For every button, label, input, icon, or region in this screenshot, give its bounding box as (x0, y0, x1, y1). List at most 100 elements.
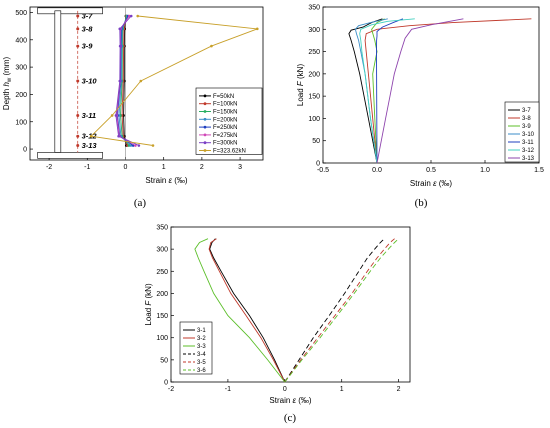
data-point (255, 27, 259, 31)
y-axis-label: Load F (kN) (144, 283, 153, 326)
y-tick-label: 0 (23, 147, 27, 154)
series-line-3-5 (284, 238, 395, 383)
data-point (151, 144, 155, 147)
gauge-label: 3-10 (82, 77, 98, 86)
data-point (89, 134, 93, 138)
series-line-3-13 (376, 18, 464, 164)
x-tick-label: -2 (46, 164, 52, 171)
legend-label: 3-12 (522, 148, 535, 154)
x-tick-label: 1 (162, 164, 166, 171)
y-tick-label: 250 (308, 49, 320, 56)
series-line-3-4 (284, 238, 385, 383)
legend-label: F=323.62kN (213, 149, 246, 155)
legend-label: F=50kN (213, 94, 234, 100)
x-tick-label: 0 (124, 164, 128, 171)
gauge-dot (76, 113, 80, 117)
y-tick-label: 500 (15, 10, 27, 17)
x-tick-label: 2 (200, 164, 204, 171)
series-line-3-3 (194, 238, 286, 383)
x-tick-label: -0.5 (317, 167, 329, 174)
legend-label: 3-5 (197, 360, 206, 366)
data-point (134, 144, 137, 147)
legend-marker (203, 110, 207, 113)
data-point (118, 27, 122, 31)
data-point (117, 134, 120, 138)
legend-label: 3-11 (522, 140, 534, 146)
legend-label: 3-4 (197, 352, 206, 358)
legend-label: 3-13 (522, 156, 535, 162)
y-tick-label: 250 (156, 269, 168, 276)
data-point (110, 114, 114, 117)
legend-marker (203, 117, 207, 121)
legend-marker (203, 102, 207, 106)
data-point (210, 44, 213, 48)
y-tick-label: 300 (308, 27, 320, 34)
series-line-3-12 (359, 18, 415, 164)
gauge-label: 3-11 (82, 111, 96, 120)
y-tick-label: 300 (15, 65, 27, 72)
x-tick-label: 0.0 (372, 167, 382, 174)
y-axis-label: Depth hw (mm) (2, 57, 13, 111)
legend-label: 3-3 (197, 344, 206, 350)
x-tick-label: 0 (283, 386, 287, 393)
legend-marker (203, 149, 207, 152)
chart-panel-c: -2 -1 0 1 2 0 50 100 150 200 250 300 350 3-1 3-2 3-3 3-4… (144, 225, 411, 424)
legend-box (195, 87, 263, 155)
plot-frame (29, 6, 264, 161)
data-point (137, 144, 141, 147)
legend-label: 3-6 (197, 368, 206, 374)
data-point (128, 14, 131, 18)
y-tick-label: 50 (312, 138, 320, 145)
y-tick-label: 200 (308, 71, 320, 78)
y-tick-label: 0 (164, 380, 168, 387)
x-tick-label: 3 (238, 164, 242, 171)
legend-label: F=150kN (213, 110, 238, 116)
beam-web (54, 10, 62, 153)
series-line-3-7 (348, 18, 383, 164)
chart-panel-b: -0.5 0.0 0.5 1.0 1.5 0 50 100 150 200 250 300 350 3-7… (296, 5, 544, 210)
data-point (136, 14, 140, 18)
y-tick-label: 350 (156, 225, 168, 232)
y-tick-label: 150 (156, 313, 168, 320)
x-tick-label: -2 (168, 386, 174, 393)
legend-box (504, 101, 540, 163)
chart-panel-a: -2 -1 0 1 2 3 0 100 200 300 400 500 3-7 3-8 3-9 3-10 3-1… (2, 6, 264, 209)
panel-label: (b) (415, 197, 428, 209)
x-tick-label: -1 (84, 164, 90, 171)
y-tick-label: 100 (308, 116, 320, 123)
gauge-dot (76, 44, 80, 48)
x-axis-label: Strain ε (‰) (145, 176, 188, 185)
y-axis-label: Load F (kN) (296, 64, 305, 107)
x-axis-label: Strain ε (‰) (410, 179, 453, 188)
plot-frame (170, 226, 411, 383)
data-point (139, 79, 143, 83)
y-tick-label: 200 (156, 291, 168, 298)
y-tick-label: 50 (160, 357, 168, 364)
gauge-label: 3-12 (82, 132, 98, 141)
gauge-label: 3-9 (82, 42, 94, 51)
series-line-3-11 (376, 18, 404, 164)
gauge-dot (76, 144, 80, 148)
series-line-3-9 (371, 18, 385, 164)
gauge-dot (76, 27, 80, 31)
data-point (129, 14, 133, 18)
y-tick-label: 350 (308, 5, 320, 12)
legend-label: 3-8 (522, 116, 531, 122)
legend-label: 3-1 (197, 328, 206, 334)
legend-box (179, 321, 213, 375)
x-tick-label: 2 (397, 386, 401, 393)
legend-label: F=300kN (213, 141, 238, 147)
gauge-label: 3-13 (82, 141, 98, 150)
data-point (114, 114, 118, 117)
panel-label: (c) (284, 412, 297, 424)
legend-label: F=275kN (213, 133, 238, 139)
series-line-3-6 (284, 238, 399, 383)
y-tick-label: 0 (316, 161, 320, 168)
y-tick-label: 100 (15, 119, 27, 126)
series-line-3-8 (364, 18, 532, 164)
series-line-3-1 (209, 238, 286, 383)
beam-bottom-flange (37, 152, 103, 159)
data-point (118, 44, 122, 48)
gauge-dot (76, 134, 80, 138)
legend-label: 3-10 (522, 132, 535, 138)
